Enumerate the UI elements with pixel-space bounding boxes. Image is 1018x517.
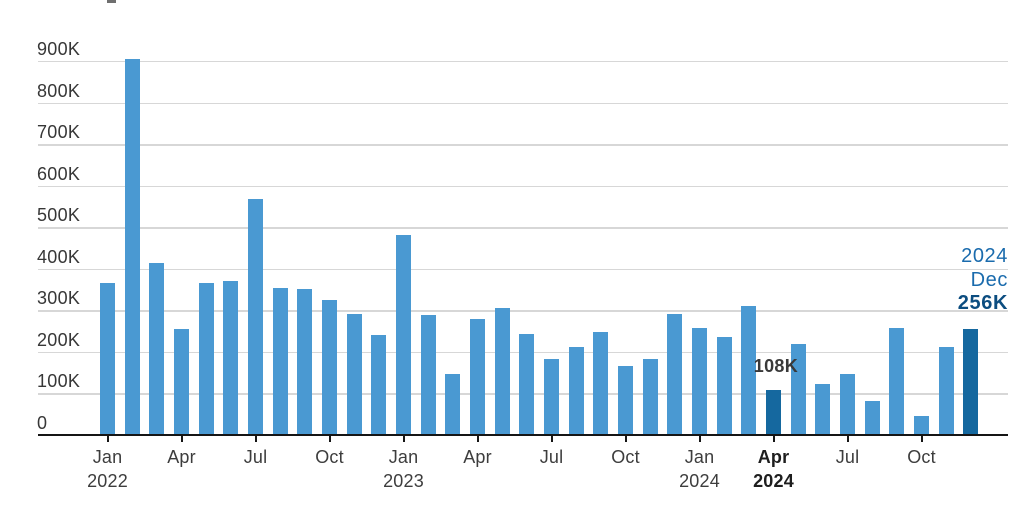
x-tick-Jan2024	[698, 435, 701, 442]
bar-jun-2022[interactable]	[223, 281, 239, 435]
x-tick-Jan2022	[106, 435, 109, 442]
bar-jun-2024[interactable]	[815, 384, 831, 435]
x-label-jul: Jul	[243, 447, 268, 467]
x-tick-Apr2024	[772, 435, 775, 442]
x-label-year-2024: 2024	[679, 471, 720, 491]
bar-jul-2024[interactable]	[839, 374, 856, 435]
bar-jan-2022[interactable]	[99, 283, 116, 435]
y-tick-label-800K: 800K	[37, 80, 81, 101]
bar-oct-2024[interactable]	[913, 415, 930, 435]
y-tick-label-0: 0	[37, 413, 48, 433]
annotation-dec-2024: 2024 Dec 256K	[848, 245, 1008, 316]
bar-apr-2022[interactable]	[173, 329, 190, 435]
bar-sep-2022[interactable]	[297, 288, 313, 435]
x-tick-Apr	[476, 435, 479, 442]
annotation-dec-2024-value: 256K	[957, 292, 1008, 314]
x-label-jul: Jul	[835, 447, 860, 467]
bar-feb-2023[interactable]	[420, 314, 436, 435]
x-label-apr: Apr	[463, 447, 492, 467]
bar-dec-2022[interactable]	[371, 334, 387, 435]
y-tick-label-900K: 900K	[37, 39, 81, 60]
gridline-800K	[38, 102, 1008, 104]
y-tick-label-400K: 400K	[37, 246, 81, 267]
bar-sep-2023[interactable]	[593, 332, 609, 435]
bar-mar-2022[interactable]	[149, 262, 165, 435]
x-label-oct: Oct	[611, 447, 640, 467]
bar-may-2024[interactable]	[790, 344, 806, 435]
y-tick-label-500K: 500K	[37, 205, 81, 226]
bar-aug-2022[interactable]	[272, 287, 288, 435]
x-tick-Oct	[920, 435, 923, 442]
x-tick-Jul	[846, 435, 849, 442]
gridline-900K	[38, 61, 1008, 63]
bar-mar-2024[interactable]	[741, 306, 757, 435]
bar-aug-2024[interactable]	[864, 400, 880, 435]
x-tick-Jul	[254, 435, 257, 442]
x-label-oct: Oct	[907, 447, 936, 467]
x-label-apr: Apr	[167, 447, 196, 467]
x-label-year-2023: 2023	[383, 471, 424, 491]
bar-mar-2023[interactable]	[445, 373, 461, 435]
bar-oct-2023[interactable]	[617, 366, 634, 435]
bar-nov-2022[interactable]	[346, 313, 362, 435]
y-tick-label-600K: 600K	[37, 163, 81, 184]
y-tick-label-200K: 200K	[37, 329, 81, 350]
bar-nov-2023[interactable]	[642, 358, 658, 435]
annotation-dec-2024-year: 2024	[961, 245, 1008, 267]
bar-nov-2024[interactable]	[938, 346, 954, 435]
annotation-apr-2024-value: 108K	[753, 356, 798, 376]
bar-may-2022[interactable]	[198, 283, 214, 435]
x-tick-Apr	[180, 435, 183, 442]
bar-sep-2024[interactable]	[889, 328, 905, 435]
bar-feb-2022[interactable]	[124, 58, 140, 435]
bar-jan-2023[interactable]	[395, 235, 412, 435]
x-label-jan-2024: Jan	[684, 447, 715, 467]
x-tick-Jul	[550, 435, 553, 442]
x-label-apr-2024: Apr	[757, 447, 790, 467]
x-label-year-2022: 2022	[87, 471, 128, 491]
bar-oct-2022[interactable]	[321, 299, 338, 435]
bar-feb-2024[interactable]	[716, 336, 732, 435]
gridline-600K	[38, 185, 1008, 188]
bar-apr-2024[interactable]	[765, 390, 782, 435]
x-label-oct: Oct	[315, 447, 344, 467]
x-tick-Oct	[328, 435, 331, 442]
bar-jan-2024[interactable]	[691, 328, 708, 435]
bar-apr-2023[interactable]	[469, 319, 486, 435]
bar-jul-2022[interactable]	[247, 199, 264, 435]
bar-jun-2023[interactable]	[519, 334, 535, 435]
x-tick-Jan2023	[402, 435, 405, 442]
x-label-year-2024: 2024	[753, 471, 794, 491]
gridline-700K	[38, 144, 1008, 146]
bar-may-2023[interactable]	[494, 308, 510, 435]
x-label-jul: Jul	[539, 447, 564, 467]
gridline-300K	[38, 310, 1008, 312]
bar-jul-2023[interactable]	[543, 358, 560, 435]
annotation-dec-2024-month: Dec	[970, 268, 1008, 291]
x-label-jan-2023: Jan	[388, 447, 419, 467]
gridline-400K	[38, 268, 1008, 271]
bar-dec-2023[interactable]	[667, 314, 683, 435]
y-tick-label-100K: 100K	[37, 371, 81, 392]
gridline-500K	[38, 227, 1008, 229]
bar-aug-2023[interactable]	[568, 347, 584, 435]
bar-dec-2024[interactable]	[963, 328, 979, 435]
x-tick-Oct	[624, 435, 627, 442]
y-tick-label-700K: 700K	[37, 122, 81, 143]
x-axis-line	[38, 434, 1008, 436]
x-label-jan-2022: Jan	[92, 447, 123, 467]
cropped-title-fragment	[107, 0, 116, 3]
y-tick-label-300K: 300K	[37, 288, 81, 309]
